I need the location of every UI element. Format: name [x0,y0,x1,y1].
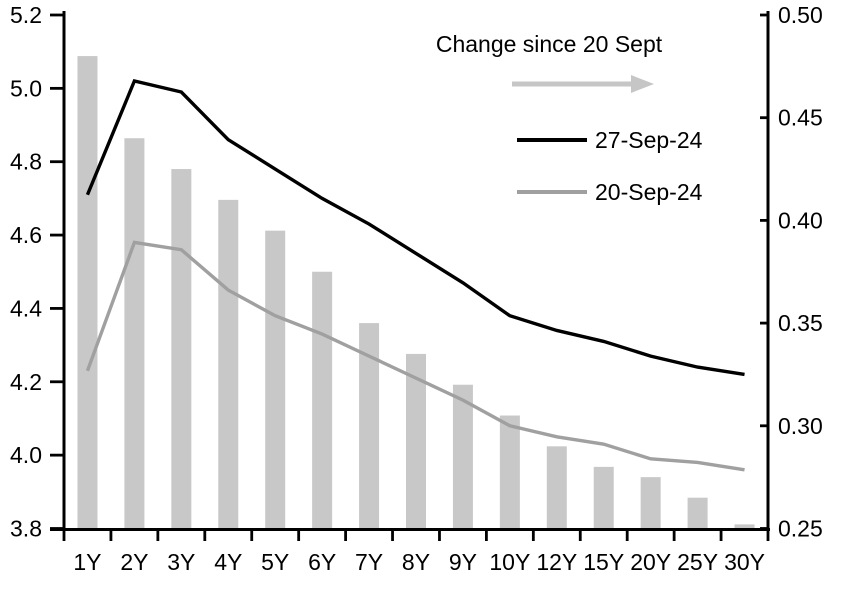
bar-6Y [312,271,333,529]
right-axis-tick-label: 0.50 [778,2,823,28]
right-axis-tick-label: 0.25 [778,516,823,542]
x-axis-category-label: 9Y [449,549,477,575]
bar-2Y [124,138,145,529]
bar-5Y [265,230,286,529]
bar-4Y [218,199,239,529]
left-axis-tick-label: 3.8 [10,516,42,542]
x-axis-category-label: 5Y [261,549,289,575]
left-axis-tick-label: 4.6 [10,222,42,248]
x-axis-category-label: 7Y [355,549,383,575]
x-axis-category-label: 6Y [308,549,336,575]
chart-title: Change since 20 Sept [435,31,663,57]
legend-line-swatch-20-sep-24 [517,190,587,194]
right-axis-tick-label: 0.45 [778,105,823,131]
bar-15Y [593,466,614,529]
x-axis-category-label: 15Y [583,549,624,575]
bar-8Y [406,353,426,529]
series-line-27-sep-24 [85,79,745,377]
x-axis-category-label: 20Y [630,549,671,575]
bar-1Y [77,56,98,529]
legend-line-swatch-27-sep-24 [517,138,587,142]
x-axis-category-label: 4Y [214,549,242,575]
left-axis-tick-label: 4.8 [10,149,42,175]
bar-10Y [499,415,520,529]
legend-label: 20-Sep-24 [595,179,703,205]
x-axis-category-label: 8Y [402,549,430,575]
bar-12Y [546,446,567,529]
bar-7Y [359,323,380,529]
change-arrow-icon [512,75,654,93]
x-axis-category-label: 12Y [536,549,577,575]
bar-25Y [687,497,708,529]
left-axis-tick-label: 4.4 [10,295,42,321]
bar-20Y [640,477,661,529]
x-axis-category-label: 10Y [489,549,530,575]
left-axis-tick-label: 5.2 [10,2,42,28]
bar-30Y [734,524,755,529]
right-axis-tick-label: 0.40 [778,207,823,233]
right-axis-tick-label: 0.30 [778,413,823,439]
left-axis-tick-label: 4.0 [10,442,42,468]
right-axis-tick-label: 0.35 [778,310,823,336]
bar-9Y [452,384,473,529]
x-axis-category-label: 25Y [677,549,718,575]
series-line-20-sep-24 [85,240,745,472]
x-axis-category-label: 2Y [120,549,148,575]
arrow-head [631,75,654,93]
bar-3Y [171,169,192,529]
legend-item-20-sep-24: 20-Sep-24 [517,179,702,205]
left-axis-tick-label: 4.2 [10,369,42,395]
x-axis-category-label: 3Y [167,549,195,575]
legend-label: 27-Sep-24 [595,127,703,153]
x-axis-category-label: 1Y [73,549,101,575]
left-axis-tick-label: 5.0 [10,75,42,101]
x-axis-category-label: 30Y [724,549,765,575]
legend-item-27-sep-24: 27-Sep-24 [517,127,702,153]
